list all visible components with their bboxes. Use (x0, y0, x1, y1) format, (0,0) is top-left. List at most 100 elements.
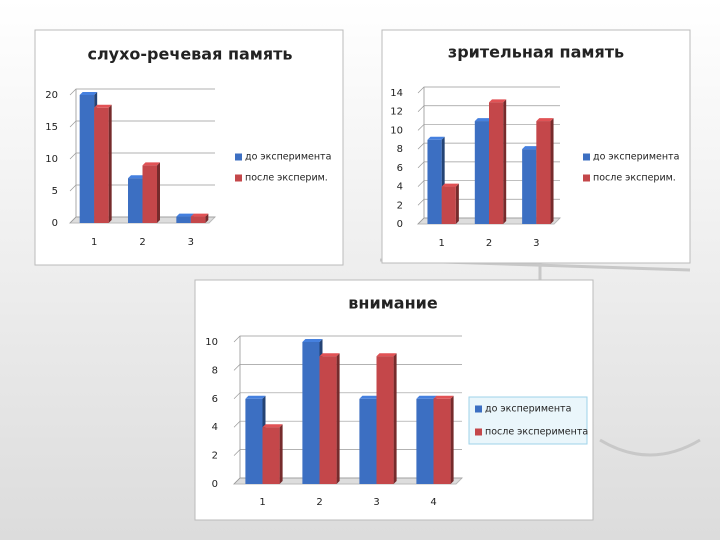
legend-swatch (475, 428, 482, 436)
bar-top (245, 395, 266, 399)
bar-top (376, 353, 397, 357)
y-tick-label: 4 (212, 422, 218, 433)
y-tick-label: 2 (212, 451, 218, 462)
legend-swatch (583, 153, 590, 161)
legend-label: до эксперимента (245, 152, 331, 163)
bar-side (157, 162, 160, 223)
bar-top (176, 213, 194, 217)
bar (489, 102, 504, 224)
bar (142, 165, 157, 223)
chart-title: зрительная память (448, 43, 624, 62)
chart: слухо-речевая память 0 5 10 15 20 1 2 3 до экспер… (34, 29, 344, 266)
legend-swatch (235, 174, 242, 182)
bar-side (279, 424, 283, 484)
bar (262, 427, 280, 484)
y-tick-label: 10 (205, 337, 218, 348)
y-tick-label: 0 (397, 219, 403, 230)
bar-top (262, 424, 283, 428)
bar-side (550, 118, 554, 224)
x-tick-label: 1 (438, 238, 444, 249)
y-tick-label: 10 (390, 125, 403, 136)
bar-side (336, 353, 340, 484)
bar-side (205, 213, 209, 223)
chart-title: слухо-речевая память (87, 45, 292, 64)
x-tick-label: 3 (373, 497, 379, 508)
grid-line (417, 180, 560, 187)
bar-top (441, 183, 459, 187)
bar-top (142, 162, 160, 166)
y-tick-label: 8 (212, 365, 218, 376)
grid-line (417, 217, 560, 225)
bar (376, 356, 394, 484)
x-tick-label: 1 (91, 237, 97, 248)
bar (522, 149, 537, 224)
legend-label: после эксперим. (245, 173, 328, 184)
y-tick-label: 6 (397, 163, 403, 174)
y-tick-label: 8 (397, 144, 403, 155)
bar-top (489, 99, 507, 103)
grid-line (69, 152, 215, 160)
bar-top (416, 395, 437, 399)
x-tick-label: 2 (316, 497, 322, 508)
bar-top (128, 175, 146, 179)
bar (94, 107, 109, 223)
x-tick-label: 3 (533, 238, 539, 249)
x-tick-label: 1 (259, 497, 265, 508)
bar-top (302, 339, 323, 342)
bar (128, 178, 143, 223)
y-tick-label: 2 (397, 200, 403, 211)
grid-line (417, 142, 560, 150)
bar-side (393, 353, 397, 484)
y-tick-label: 5 (52, 186, 58, 197)
chart-title: внимание (348, 294, 438, 313)
grid-line (69, 216, 215, 224)
bar (359, 398, 377, 484)
bar-top (94, 104, 112, 108)
grid-line (417, 198, 560, 206)
bar (536, 121, 551, 224)
bar (245, 398, 263, 484)
y-tick-label: 15 (45, 122, 58, 133)
bar (427, 139, 442, 224)
y-tick-label: 12 (390, 107, 403, 118)
bar (302, 342, 320, 484)
y-tick-label: 14 (390, 88, 403, 99)
x-tick-label: 2 (486, 238, 492, 249)
grid-line (69, 88, 215, 96)
bar-top (319, 353, 340, 357)
bar-top (474, 118, 492, 122)
legend-swatch (475, 405, 482, 413)
x-tick-label: 2 (139, 237, 145, 248)
bar-side (503, 99, 507, 224)
bar-side (108, 104, 112, 223)
y-tick-label: 6 (212, 394, 218, 405)
bar (190, 216, 206, 223)
bar (441, 186, 456, 224)
bar-top (427, 136, 445, 140)
x-tick-label: 3 (188, 237, 194, 248)
legend-swatch (235, 153, 242, 161)
bar-side (450, 395, 454, 484)
grid-line (417, 86, 560, 94)
legend-swatch (583, 174, 590, 182)
y-tick-label: 0 (212, 479, 218, 490)
y-tick-label: 20 (45, 90, 58, 101)
bar (474, 121, 489, 224)
bar-top (190, 213, 209, 217)
bar (433, 398, 451, 484)
bar (416, 398, 434, 484)
bar-top (79, 92, 98, 95)
bar-top (522, 146, 540, 150)
legend-label: до эксперимента (593, 152, 679, 163)
legend-box (468, 396, 588, 445)
grid-line (417, 124, 560, 131)
y-tick-label: 4 (397, 182, 403, 193)
bar (319, 356, 337, 484)
legend-label: до эксперимента (485, 404, 571, 415)
bar-top (359, 395, 380, 399)
y-tick-label: 0 (52, 218, 58, 229)
y-tick-label: 10 (45, 154, 58, 165)
grid-line (69, 120, 215, 128)
